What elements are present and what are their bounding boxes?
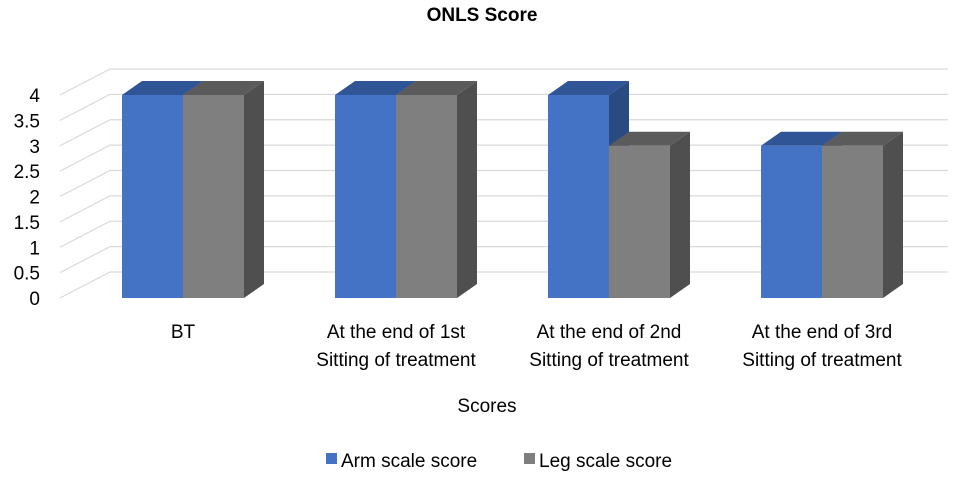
bar [609,131,690,298]
y-tick-label: 0.5 [14,264,40,285]
bar-front [609,145,670,298]
bar [183,81,264,298]
y-tick-label: 3 [29,137,40,158]
bar-front [548,95,609,298]
bar-side [883,131,903,298]
y-tick-label: 1.5 [14,213,40,234]
x-axis-label: Scores [457,396,516,417]
bar-top [396,81,477,95]
legend-swatch [326,453,337,464]
bar [822,131,903,298]
gridlines [59,68,948,299]
bar-top [822,131,903,146]
bar-top [122,81,203,95]
bar-front [122,95,183,298]
bar-top [335,81,416,95]
bar-front [183,95,244,298]
y-tick-label: 0 [29,289,40,310]
category-label: Sitting of treatment [529,350,689,371]
legend-swatch [524,453,535,464]
chart-title: ONLS Score [427,5,538,26]
bar-top [761,131,842,146]
gridline [59,119,948,147]
y-tick-label: 1 [29,238,40,259]
y-tick-label: 2 [29,188,40,209]
bar-side [670,131,690,298]
bar-side [244,81,264,298]
legend-label: Leg scale score [539,451,672,472]
bar-top [183,81,264,95]
legend: Arm scale score Leg scale score [326,451,672,472]
y-axis-ticks: 0 0.5 1 1.5 2 2.5 3 3.5 4 [14,86,41,310]
y-tick-label: 4 [29,86,40,107]
y-tick-label: 2.5 [14,162,40,183]
bar-front [335,95,396,298]
category-label: Sitting of treatment [742,350,902,371]
bar-top [609,131,690,146]
bar-front [761,145,822,298]
category-label: At the end of 1st [327,322,466,343]
bar-front [822,145,883,298]
bar [396,81,477,298]
y-tick-label: 3.5 [14,111,40,132]
bar-front [396,95,457,298]
category-label: At the end of 2nd [537,322,682,343]
category-label: BT [171,322,196,343]
category-label: Sitting of treatment [316,350,476,371]
bar-side [457,81,477,298]
category-labels: BT At the end of 1st Sitting of treatment A… [171,322,903,371]
category-label: At the end of 3rd [752,322,893,343]
bar-top [548,81,629,95]
legend-label: Arm scale score [341,451,477,472]
gridline [59,68,948,96]
gridline [59,93,948,121]
bars [122,81,903,298]
